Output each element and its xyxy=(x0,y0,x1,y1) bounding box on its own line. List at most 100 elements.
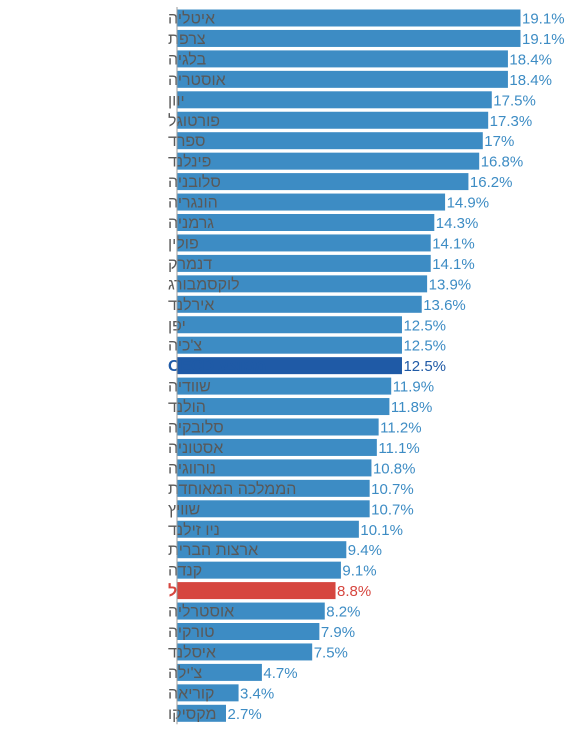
bar-country xyxy=(177,193,446,211)
value-label: 14.9% xyxy=(447,195,490,212)
bar-country xyxy=(177,214,435,231)
bar-country xyxy=(177,663,262,681)
category-label: ספרד xyxy=(168,133,206,150)
category-label: צ'ילה xyxy=(168,664,203,682)
value-label: 11.8% xyxy=(391,399,432,416)
category-label: דנמרק xyxy=(168,256,212,273)
bar-country xyxy=(177,643,313,661)
category-label: קנדה xyxy=(168,563,202,580)
bar-country xyxy=(177,418,379,436)
bar-country xyxy=(177,500,370,518)
category-label: הממלכה המאוחדת xyxy=(168,480,296,498)
bar-country xyxy=(177,561,341,579)
value-label: 14.1% xyxy=(432,235,475,252)
bar-country xyxy=(177,541,347,559)
value-label: 14.3% xyxy=(436,215,479,232)
bar-country xyxy=(177,520,359,538)
category-label: אוסטרליה xyxy=(168,603,234,621)
value-label: 16.8% xyxy=(481,154,524,171)
value-label: 18.4% xyxy=(509,72,552,89)
category-label: גרמניה xyxy=(168,215,214,232)
value-label: 12.5% xyxy=(403,317,446,334)
bar-country xyxy=(177,50,508,68)
bar-country xyxy=(177,234,431,252)
category-label: פורטוגל xyxy=(168,112,220,130)
value-label: 17.5% xyxy=(493,92,536,109)
bar-country xyxy=(177,623,320,640)
value-label: 10.8% xyxy=(373,460,416,477)
value-label: 12.5% xyxy=(403,338,446,355)
value-label: 17.3% xyxy=(490,113,533,130)
bar-country xyxy=(177,132,483,150)
value-label: 16.2% xyxy=(470,174,513,191)
value-label: 9.1% xyxy=(342,563,376,580)
bar-country xyxy=(177,70,508,88)
bar-oecd xyxy=(177,357,402,375)
value-label: 11.1% xyxy=(378,440,419,457)
bar-country xyxy=(177,438,377,456)
bar-country xyxy=(177,704,226,722)
value-label: 11.9% xyxy=(393,379,434,396)
category-label: ניו זילנד xyxy=(168,521,220,539)
category-label: יוון xyxy=(168,92,185,109)
category-label: צ'כיה xyxy=(168,338,202,355)
bar-country xyxy=(177,152,480,170)
category-label: קוריאה xyxy=(168,685,214,702)
category-label: איסלנד xyxy=(168,643,216,661)
category-label: ישראל xyxy=(168,582,215,600)
value-label: 7.9% xyxy=(321,624,355,641)
bar-country xyxy=(177,336,402,354)
value-label: 19.1% xyxy=(522,11,565,28)
value-label: 10.7% xyxy=(371,481,414,498)
bar-country xyxy=(177,111,489,129)
bar-country xyxy=(177,91,492,109)
value-label: 13.6% xyxy=(423,297,466,314)
bar-country xyxy=(177,479,370,497)
category-label: איטליה xyxy=(168,10,215,28)
bar-country xyxy=(177,173,469,191)
category-label: הולנד xyxy=(168,398,206,416)
category-label: מקסיקו xyxy=(168,706,217,723)
category-label: סלובקיה xyxy=(168,419,224,437)
value-label: 10.1% xyxy=(360,522,403,539)
bar-country xyxy=(177,29,521,47)
value-label: 8.8% xyxy=(337,583,371,600)
value-label: 13.9% xyxy=(429,276,472,293)
category-label: ממוצע OECD xyxy=(168,358,266,375)
category-label: נורווגיה xyxy=(168,460,216,477)
value-label: 17% xyxy=(484,133,514,150)
bars-layer xyxy=(177,9,521,722)
category-label: צרפת xyxy=(168,31,206,48)
bar-country xyxy=(177,275,428,293)
value-label: 7.5% xyxy=(314,644,348,661)
value-label: 4.7% xyxy=(263,665,297,682)
value-label: 19.1% xyxy=(522,31,565,48)
bar-country xyxy=(177,459,372,477)
value-label: 8.2% xyxy=(326,604,360,621)
value-label: 12.5% xyxy=(403,358,446,375)
category-label: ארצות הברית xyxy=(168,542,258,559)
value-label: 14.1% xyxy=(432,256,475,273)
category-label: אירלנד xyxy=(168,296,214,314)
value-label: 11.2% xyxy=(380,420,421,437)
category-label: טורקיה xyxy=(168,624,215,641)
category-label: בלגיה xyxy=(168,50,207,68)
value-label: 3.4% xyxy=(240,685,274,702)
category-label: שוודיה xyxy=(168,379,211,396)
bar-country xyxy=(177,9,521,27)
bar-country xyxy=(177,398,390,416)
bar-country xyxy=(177,377,392,395)
labels-layer: איטליה 19.1% צרפת 19.1% בלגיה 18.4% אוסטריה 18.… xyxy=(168,10,565,723)
category-label: אוסטריה xyxy=(168,72,226,89)
value-label: 9.4% xyxy=(348,542,382,559)
bar-country xyxy=(177,684,239,702)
category-label: סלובניה xyxy=(168,173,221,191)
bar-country xyxy=(177,295,422,313)
category-label: פולין xyxy=(168,234,199,252)
bar-country xyxy=(177,254,431,272)
category-label: הונגריה xyxy=(168,195,218,212)
category-label: אסטוניה xyxy=(168,440,223,457)
category-label: פינלנד xyxy=(168,153,211,171)
value-label: 10.7% xyxy=(371,501,414,518)
